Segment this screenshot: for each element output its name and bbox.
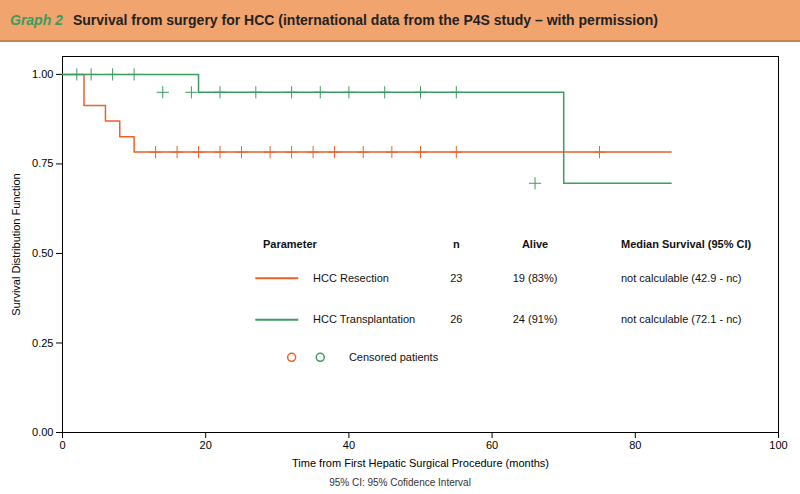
svg-text:60: 60: [486, 439, 498, 451]
svg-text:Time from First Hepatic Surgic: Time from First Hepatic Surgical Procedu…: [292, 457, 549, 469]
svg-text:Censored patients: Censored patients: [349, 351, 439, 363]
svg-text:Median Survival (95% CI): Median Survival (95% CI): [621, 238, 752, 250]
svg-text:0.75: 0.75: [32, 157, 53, 169]
svg-text:Alive: Alive: [522, 238, 548, 250]
svg-text:0: 0: [59, 439, 65, 451]
svg-text:1.00: 1.00: [32, 68, 53, 80]
svg-text:Parameter: Parameter: [263, 238, 318, 250]
svg-text:23: 23: [450, 272, 462, 284]
svg-text:not calculable (72.1 - nc): not calculable (72.1 - nc): [621, 313, 741, 325]
svg-text:0.00: 0.00: [32, 426, 53, 438]
svg-text:n: n: [453, 238, 460, 250]
html-text:95% CI: 95% Cofidence Interval: 95% CI: 95% Cofidence Interval: [329, 477, 471, 488]
svg-text:100: 100: [769, 439, 787, 451]
svg-text:19 (83%): 19 (83%): [513, 272, 558, 284]
svg-text:24 (91%): 24 (91%): [513, 313, 558, 325]
html-text:Graph 2: Graph 2: [10, 12, 63, 28]
svg-text:Survival Distribution Function: Survival Distribution Function: [10, 173, 22, 315]
svg-text:HCC Transplantation: HCC Transplantation: [313, 313, 415, 325]
svg-text:26: 26: [450, 313, 462, 325]
svg-text:not calculable (42.9 - nc): not calculable (42.9 - nc): [621, 272, 741, 284]
svg-text:0.50: 0.50: [32, 247, 53, 259]
svg-text:40: 40: [343, 439, 355, 451]
svg-text:80: 80: [629, 439, 641, 451]
svg-text:HCC Resection: HCC Resection: [313, 272, 389, 284]
svg-text:0.25: 0.25: [32, 336, 53, 348]
svg-text:20: 20: [200, 439, 212, 451]
html-text:Survival from surgery for HCC: Survival from surgery for HCC (internati…: [72, 12, 658, 28]
